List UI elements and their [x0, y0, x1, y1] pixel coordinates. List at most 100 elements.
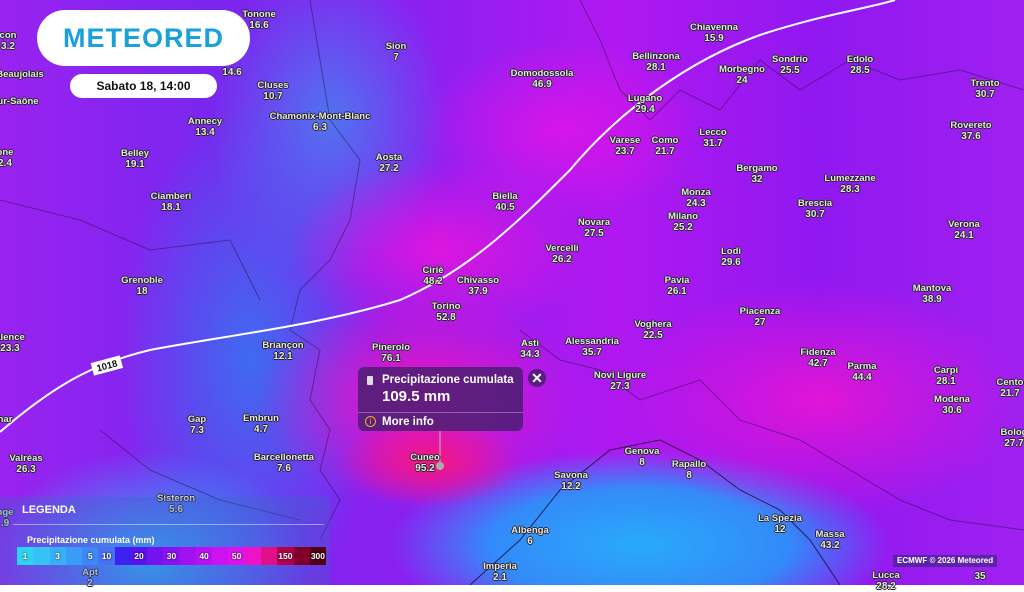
city-label[interactable]: Trento 30.7: [970, 78, 999, 100]
city-label[interactable]: Ciriè 48.2: [422, 265, 443, 287]
city-label[interactable]: Lumezzane 28.3: [824, 173, 875, 195]
meteored-logo[interactable]: METEORED: [37, 10, 250, 66]
city-precip-value: 28.1: [646, 62, 666, 73]
city-label[interactable]: one2.4: [0, 147, 13, 169]
city-label[interactable]: Bolog27.7: [1001, 427, 1024, 449]
info-icon: i: [365, 416, 376, 427]
city-label[interactable]: Massa 43.2: [815, 529, 844, 551]
city-label[interactable]: Belley 19.1: [121, 148, 149, 170]
city-label[interactable]: Pinerolo 76.1: [372, 342, 410, 364]
city-label[interactable]: Ciamberi 18.1: [151, 191, 192, 213]
city-label[interactable]: Sondrio 25.5: [772, 54, 808, 76]
city-label[interactable]: Rapallo 8: [672, 459, 706, 481]
city-label[interactable]: Chivasso 37.9: [457, 275, 499, 297]
city-label[interactable]: Briançon 12.1: [262, 340, 303, 362]
city-label[interactable]: Sisteron 5.6: [157, 493, 195, 515]
city-label[interactable]: Lucca 28.2: [872, 570, 899, 592]
city-label[interactable]: Grenoble 18: [121, 275, 163, 297]
city-label[interactable]: con 3.2: [0, 30, 16, 52]
city-label[interactable]: Fidenza 42.7: [800, 347, 835, 369]
city-label[interactable]: Verona 24.1: [948, 219, 980, 241]
city-label[interactable]: Como 21.7: [652, 135, 679, 157]
city-precip-value: 30.7: [805, 209, 825, 220]
city-label[interactable]: Biella 40.5: [492, 191, 517, 213]
city-label[interactable]: Albenga 6: [511, 525, 548, 547]
city-label[interactable]: Sion 7: [386, 41, 407, 63]
city-name: Fidenza: [800, 347, 836, 358]
city-label[interactable]: Torino 52.8: [432, 301, 461, 323]
city-label[interactable]: Bellinzona 28.1: [632, 51, 680, 73]
city-label[interactable]: ur-Saône: [0, 96, 39, 107]
city-label[interactable]: Novi Ligure 27.3: [594, 370, 646, 392]
city-label[interactable]: Chamonix-Mont-Blanc 6.3: [270, 111, 371, 133]
city-label[interactable]: Alessandria 35.7: [565, 336, 619, 358]
city-label[interactable]: Genova 8: [625, 446, 660, 468]
city-label[interactable]: Domodossola 46.9: [511, 68, 574, 90]
city-label[interactable]: Piacenza 27: [740, 306, 781, 328]
legend-scale-step: [244, 547, 261, 565]
city-label[interactable]: nar: [0, 414, 12, 425]
popup-title: Precipitazione cumulata: [382, 374, 514, 386]
legend-scale-step: 3: [49, 547, 66, 565]
city-precip-value: 25.5: [780, 65, 800, 76]
city-label[interactable]: Valréas 26.3: [9, 453, 42, 475]
city-label[interactable]: alence23.3: [0, 332, 25, 354]
city-label[interactable]: Carpi 28.1: [934, 365, 958, 387]
city-precip-value: 31.7: [703, 138, 723, 149]
city-label[interactable]: Voghera 22.5: [634, 319, 671, 341]
legend-title[interactable]: LEGENDA: [22, 504, 76, 516]
city-label[interactable]: Lecco 31.7: [699, 127, 726, 149]
city-label[interactable]: Modena 30.6: [934, 394, 970, 416]
city-label[interactable]: Mantova 38.9: [913, 283, 952, 305]
city-label[interactable]: Chiavenna 15.9: [690, 22, 738, 44]
city-label[interactable]: La Spezia 12: [758, 513, 802, 535]
popup-divider: [358, 412, 523, 413]
city-label[interactable]: Cuneo 95.2: [410, 452, 440, 474]
city-name: Carpi: [933, 365, 959, 376]
city-label[interactable]: Parma 44.4: [847, 361, 876, 383]
city-label[interactable]: Savona 12.2: [554, 470, 588, 492]
city-precip-value: 12: [774, 524, 786, 535]
city-precip-value: 2.4: [0, 158, 12, 169]
city-label[interactable]: nge.9: [0, 507, 13, 529]
city-name: Asti: [521, 338, 539, 349]
city-precip-value: 6.3: [313, 122, 327, 133]
city-label[interactable]: Pavia 26.1: [665, 275, 690, 297]
city-label[interactable]: Brescia 30.7: [798, 198, 832, 220]
city-label[interactable]: 35: [974, 571, 985, 582]
close-popup-button[interactable]: ✕: [528, 369, 546, 387]
city-label[interactable]: Rovereto 37.6: [950, 120, 991, 142]
city-label[interactable]: Beaujolais: [0, 69, 44, 80]
city-label[interactable]: Milano 25.2: [668, 211, 698, 233]
city-label[interactable]: Imperia 2.1: [483, 561, 517, 583]
city-label[interactable]: Edolo 28.5: [847, 54, 873, 76]
more-info-link[interactable]: More info: [382, 416, 434, 428]
city-label[interactable]: Aosta 27.2: [376, 152, 402, 174]
city-name: Lucca: [872, 570, 900, 581]
city-label[interactable]: Annecy 13.4: [188, 116, 222, 138]
city-label[interactable]: 14.6: [222, 67, 241, 78]
city-label[interactable]: Varese 23.7: [610, 135, 641, 157]
city-label[interactable]: Tonone 16.6: [242, 9, 276, 31]
forecast-datetime[interactable]: Sabato 18, 14:00: [70, 74, 217, 98]
city-label[interactable]: Barcellonetta 7.6: [254, 452, 314, 474]
selected-point-marker[interactable]: [436, 462, 444, 470]
popup-value: 109.5 mm: [382, 388, 451, 405]
city-label[interactable]: Bergamo 32: [736, 163, 777, 185]
city-label[interactable]: Apt 2: [82, 567, 98, 589]
city-label[interactable]: Asti 34.3: [520, 338, 539, 360]
city-label[interactable]: Embrun 4.7: [243, 413, 279, 435]
city-label[interactable]: Cento 21.7: [997, 377, 1024, 399]
city-label[interactable]: Novara 27.5: [578, 217, 610, 239]
city-label[interactable]: Vercelli 26.2: [545, 243, 578, 265]
city-label[interactable]: Lodi 29.6: [721, 246, 741, 268]
city-label[interactable]: Cluses 10.7: [257, 80, 288, 102]
legend-scale-step: 50: [228, 547, 245, 565]
city-label[interactable]: Gap 7.3: [188, 414, 206, 436]
city-label[interactable]: Monza 24.3: [681, 187, 711, 209]
logo-text: METEORED: [62, 22, 224, 53]
city-label[interactable]: Lugano 29.4: [628, 93, 662, 115]
border-line: [519, 329, 1024, 531]
city-name: Verona: [948, 219, 980, 230]
city-label[interactable]: Morbegno 24: [719, 64, 765, 86]
